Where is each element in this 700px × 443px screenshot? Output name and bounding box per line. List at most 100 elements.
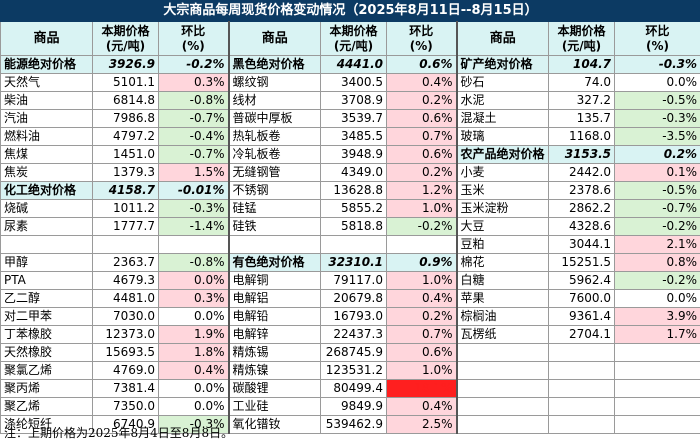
commodity-price: 6814.8 bbox=[92, 91, 159, 110]
commodity-change: 0.2% bbox=[613, 145, 700, 164]
commodity-change: -0.2% bbox=[158, 55, 230, 74]
commodity-name bbox=[456, 343, 549, 362]
commodity-change: 1.0% bbox=[386, 271, 458, 290]
commodity-price: 80499.4 bbox=[320, 379, 387, 398]
category-name: 化工绝对价格 bbox=[0, 181, 93, 200]
commodity-price: 4158.7 bbox=[92, 181, 159, 200]
commodity-name bbox=[456, 361, 549, 380]
commodity-change: 0.2% bbox=[386, 91, 458, 110]
commodity-price: 9849.9 bbox=[320, 397, 387, 416]
commodity-price: 7350.0 bbox=[92, 397, 159, 416]
table-row: 对二甲苯 7030.0 0.0% 电解铅 16793.0 0.2% 棕榈油 9361.4 3.9… bbox=[0, 307, 700, 326]
table-row: 丁苯橡胶 12373.0 1.9% 电解锌 22437.3 0.7% 瓦楞纸 2704.1 1.… bbox=[0, 325, 700, 344]
commodity-price: 5962.4 bbox=[548, 271, 615, 290]
commodity-name: 砂石 bbox=[456, 73, 549, 92]
table-row: 燃料油 4797.2 -0.4% 热轧板卷 3485.5 0.7% 玻璃 1168.0 -3.5… bbox=[0, 127, 700, 146]
commodity-change: -0.5% bbox=[613, 91, 700, 110]
commodity-change: 0.3% bbox=[158, 73, 230, 92]
commodity-name bbox=[456, 415, 549, 434]
commodity-name: 热轧板卷 bbox=[228, 127, 321, 146]
commodity-change: -0.5% bbox=[613, 181, 700, 200]
commodity-name: 瓦楞纸 bbox=[456, 325, 549, 344]
commodity-name: 氧化镨钕 bbox=[228, 415, 321, 434]
commodity-name: 涤纶短纤 bbox=[0, 415, 93, 434]
commodity-change: 0.6% bbox=[386, 55, 458, 74]
commodity-price bbox=[548, 397, 615, 416]
commodity-change: 0.6% bbox=[386, 343, 458, 362]
commodity-price bbox=[548, 343, 615, 362]
commodity-price: 1168.0 bbox=[548, 127, 615, 146]
commodity-change: 0.2% bbox=[386, 163, 458, 182]
commodity-price: 268745.9 bbox=[320, 343, 387, 362]
commodity-name: 尿素 bbox=[0, 217, 93, 236]
commodity-name: 不锈钢 bbox=[228, 181, 321, 200]
commodity-price: 3485.5 bbox=[320, 127, 387, 146]
commodity-price: 4679.3 bbox=[92, 271, 159, 290]
commodity-name: 对二甲苯 bbox=[0, 307, 93, 326]
commodity-name: 冷轧板卷 bbox=[228, 145, 321, 164]
commodity-price: 2704.1 bbox=[548, 325, 615, 344]
commodity-change: -0.3% bbox=[613, 55, 700, 74]
commodity-price: 22437.3 bbox=[320, 325, 387, 344]
header-change-col1: 环比 (%) bbox=[158, 21, 230, 56]
header-name-col3: 商品 bbox=[456, 21, 549, 56]
commodity-name: 棉花 bbox=[456, 253, 549, 272]
commodity-change: 0.4% bbox=[386, 289, 458, 308]
header-change-col3: 环比 (%) bbox=[613, 21, 700, 56]
commodity-change: 1.0% bbox=[386, 361, 458, 380]
commodity-name bbox=[0, 235, 93, 254]
commodity-change: -0.4% bbox=[158, 127, 230, 146]
header-price-col1: 本期价格 (元/吨) bbox=[92, 21, 159, 56]
table-row: 甲醇 2363.7 -0.8% 有色绝对价格 32310.1 0.9% 棉花 15251.5 0… bbox=[0, 253, 700, 272]
commodity-change: 2.5% bbox=[386, 415, 458, 434]
commodity-name: 混凝土 bbox=[456, 109, 549, 128]
commodity-price: 3926.9 bbox=[92, 55, 159, 74]
commodity-change: 0.0% bbox=[158, 271, 230, 290]
commodity-change: 0.6% bbox=[386, 109, 458, 128]
commodity-change: 0.9% bbox=[386, 253, 458, 272]
commodity-change: 0.4% bbox=[386, 397, 458, 416]
commodity-price: 4441.0 bbox=[320, 55, 387, 74]
commodity-price: 3948.9 bbox=[320, 145, 387, 164]
commodity-price: 15693.5 bbox=[92, 343, 159, 362]
commodity-name: 汽油 bbox=[0, 109, 93, 128]
commodity-name: 焦煤 bbox=[0, 145, 93, 164]
header-name-col2: 商品 bbox=[228, 21, 321, 56]
commodity-name bbox=[228, 235, 321, 254]
commodity-change: 0.1% bbox=[613, 163, 700, 182]
commodity-name: 豆粕 bbox=[456, 235, 549, 254]
commodity-name: 乙二醇 bbox=[0, 289, 93, 308]
commodity-name: 碳酸锂 bbox=[228, 379, 321, 398]
commodity-price bbox=[320, 235, 387, 254]
commodity-price: 2442.0 bbox=[548, 163, 615, 182]
header-price-col3: 本期价格 (元/吨) bbox=[548, 21, 615, 56]
commodity-change bbox=[613, 343, 700, 362]
table-row: 能源绝对价格 3926.9 -0.2% 黑色绝对价格 4441.0 0.6% 矿产绝对价格 1… bbox=[0, 55, 700, 74]
commodity-change: -0.3% bbox=[158, 199, 230, 218]
commodity-name: 聚丙烯 bbox=[0, 379, 93, 398]
commodity-price: 9361.4 bbox=[548, 307, 615, 326]
commodity-price: 2862.2 bbox=[548, 199, 615, 218]
commodity-change: 3.9% bbox=[613, 307, 700, 326]
commodity-change: 0.0% bbox=[613, 289, 700, 308]
commodity-change: -0.3% bbox=[158, 415, 230, 434]
commodity-change: 0.7% bbox=[386, 127, 458, 146]
commodity-name: 白糖 bbox=[456, 271, 549, 290]
table-row: 化工绝对价格 4158.7 -0.01% 不锈钢 13628.8 1.2% 玉米 2378.6… bbox=[0, 181, 700, 200]
commodity-change: -0.2% bbox=[386, 217, 458, 236]
commodity-price bbox=[548, 379, 615, 398]
commodity-price: 12373.0 bbox=[92, 325, 159, 344]
footnote: 注：上期价格为2025年8月4日至8月8日。 bbox=[4, 426, 234, 440]
category-name: 黑色绝对价格 bbox=[228, 55, 321, 74]
commodity-change: -0.2% bbox=[613, 217, 700, 236]
commodity-price: 15251.5 bbox=[548, 253, 615, 272]
commodity-price: 79117.0 bbox=[320, 271, 387, 290]
commodity-name: 烧碱 bbox=[0, 199, 93, 218]
table-row: 焦煤 1451.0 -0.7% 冷轧板卷 3948.9 0.6% 农产品绝对价格 3153.5… bbox=[0, 145, 700, 164]
commodity-change: -0.7% bbox=[613, 199, 700, 218]
commodity-price: 5101.1 bbox=[92, 73, 159, 92]
commodity-price: 4349.0 bbox=[320, 163, 387, 182]
commodity-name: 天然橡胶 bbox=[0, 343, 93, 362]
commodity-name: 精炼锡 bbox=[228, 343, 321, 362]
